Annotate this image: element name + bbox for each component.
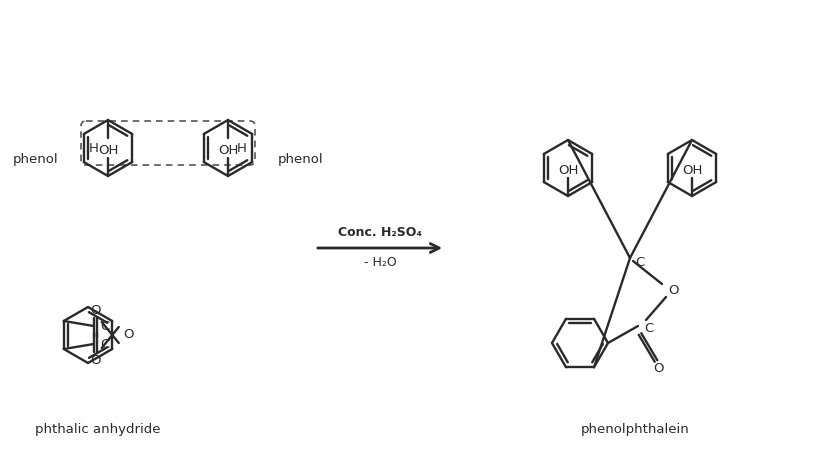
Text: phenolphthalein: phenolphthalein — [581, 423, 690, 437]
Text: OH: OH — [98, 144, 118, 157]
Text: H: H — [89, 142, 99, 155]
Text: C: C — [100, 337, 109, 350]
Text: C: C — [644, 322, 653, 335]
Text: phenol: phenol — [278, 153, 324, 166]
Text: OH: OH — [558, 165, 579, 178]
Text: O: O — [90, 354, 101, 367]
Text: O: O — [90, 304, 101, 317]
Text: - H₂O: - H₂O — [364, 257, 397, 270]
Text: Conc. H₂SO₄: Conc. H₂SO₄ — [338, 226, 422, 239]
Text: OH: OH — [681, 165, 702, 178]
Text: phthalic anhydride: phthalic anhydride — [35, 423, 161, 437]
Text: H: H — [237, 142, 247, 155]
Text: C: C — [100, 319, 109, 332]
Text: phenol: phenol — [12, 153, 58, 166]
Text: O: O — [668, 284, 678, 296]
Text: C: C — [635, 256, 644, 269]
Text: OH: OH — [217, 144, 238, 157]
Text: O: O — [124, 328, 134, 341]
Text: O: O — [652, 363, 663, 376]
